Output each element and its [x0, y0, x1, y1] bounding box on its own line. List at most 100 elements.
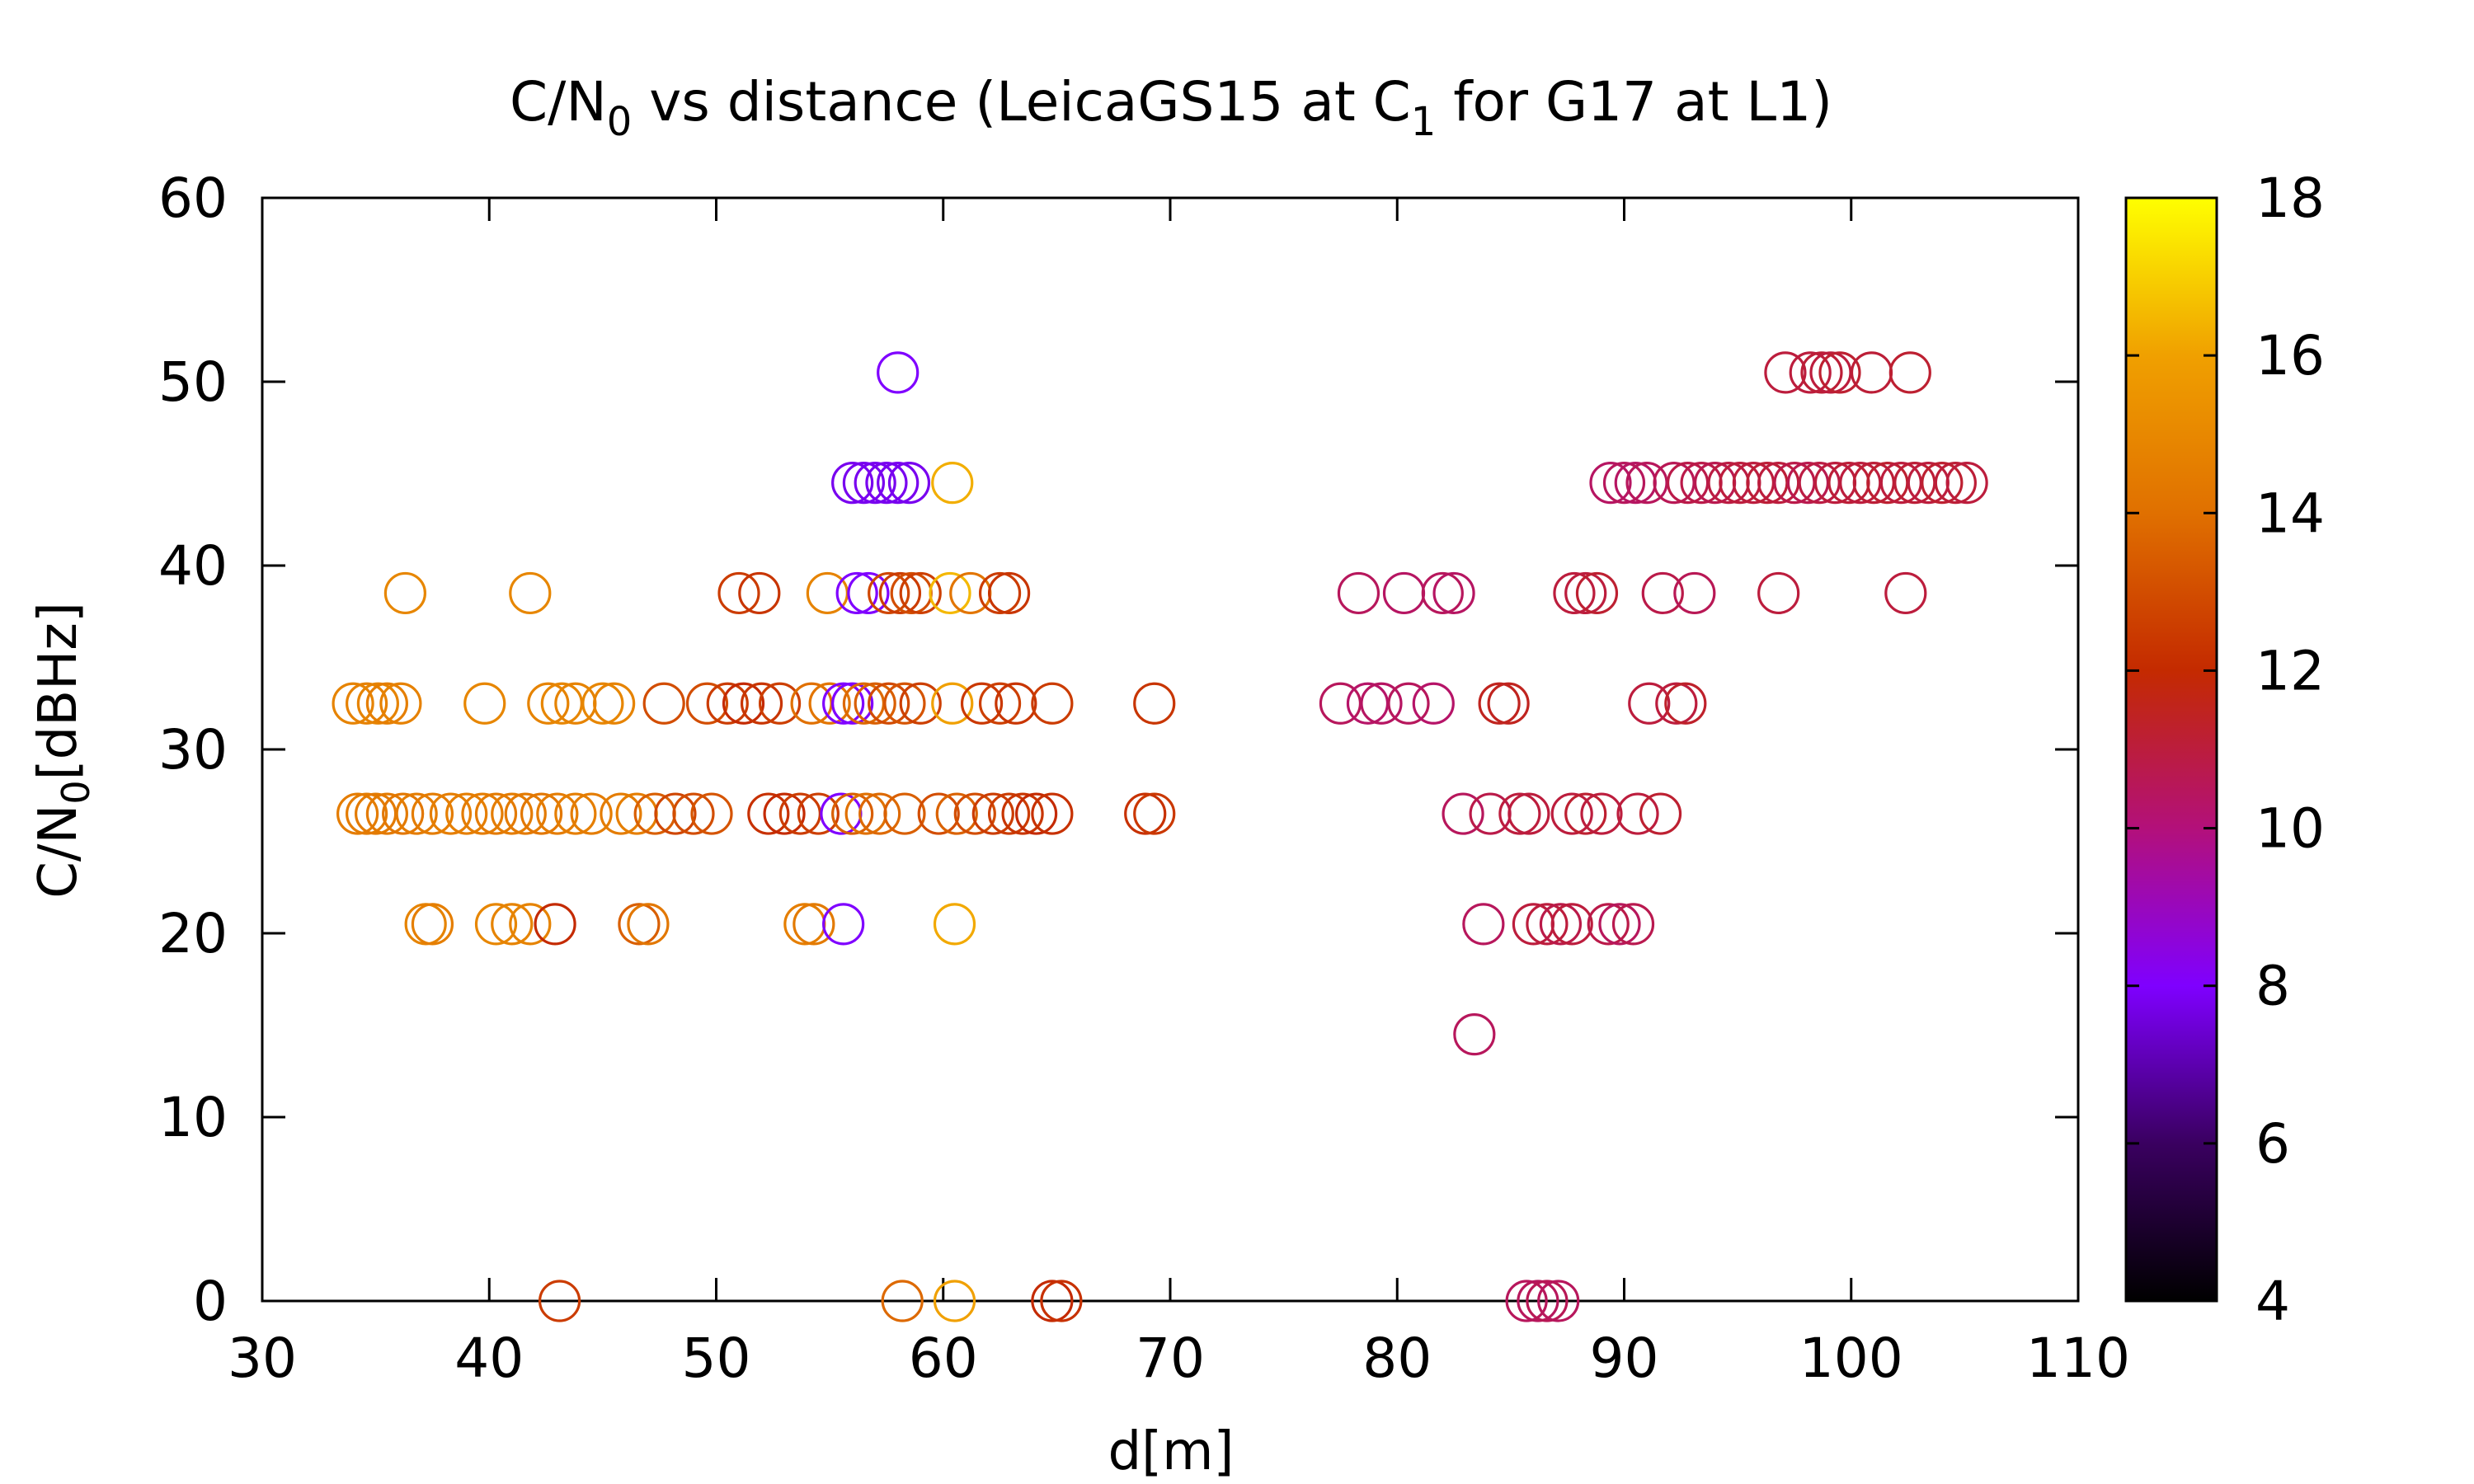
data-point	[1526, 1280, 1569, 1322]
colorbar: 4 6 8 10 12 14 16 18	[2124, 167, 2325, 1333]
colorbar-tick-label: 4	[2255, 1270, 2290, 1333]
data-point	[1133, 682, 1176, 725]
chart-title: C/N0 vs distance (LeicaGS15 at C1 for G1…	[510, 70, 1832, 145]
data-point	[445, 792, 488, 835]
data-point	[1611, 903, 1655, 946]
data-point	[1507, 792, 1550, 835]
data-point	[931, 462, 974, 505]
data-point	[474, 792, 518, 835]
y-tick-label: 50	[158, 350, 228, 414]
colorbar-tick-label: 6	[2255, 1112, 2290, 1176]
data-point	[1550, 792, 1593, 835]
data-point	[1001, 792, 1044, 835]
data-point	[600, 792, 642, 835]
data-point	[820, 792, 863, 835]
x-tick-label: 40	[454, 1327, 524, 1390]
data-point	[854, 462, 896, 505]
data-point	[887, 462, 931, 505]
data-point	[1040, 1280, 1083, 1322]
data-point	[933, 903, 976, 946]
data-point	[1478, 682, 1521, 725]
data-point	[690, 792, 733, 835]
data-point	[509, 903, 552, 946]
data-point	[474, 903, 518, 946]
y-axis-label: C/N0[dBHz]	[28, 602, 98, 899]
data-point	[783, 903, 826, 946]
data-point	[790, 682, 833, 725]
data-point	[877, 462, 920, 505]
data-point	[1015, 792, 1058, 835]
data-point	[722, 682, 765, 725]
data-point	[747, 792, 790, 835]
data-point	[854, 682, 896, 725]
data-point	[581, 682, 624, 725]
data-point	[1539, 903, 1583, 946]
data-point	[831, 462, 874, 505]
data-point	[1031, 1280, 1074, 1322]
data-point	[618, 903, 661, 946]
data-point	[527, 682, 570, 725]
data-point	[847, 571, 890, 615]
x-tick-label: 50	[682, 1327, 751, 1390]
data-point	[899, 571, 942, 615]
data-point	[1505, 1280, 1548, 1322]
data-point	[520, 792, 563, 835]
data-point	[868, 571, 910, 615]
data-point	[978, 682, 1022, 725]
data-point	[1498, 792, 1541, 835]
data-point	[346, 682, 388, 725]
data-point	[1382, 571, 1426, 615]
data-point	[1517, 1280, 1559, 1322]
y-tick-label: 40	[158, 534, 228, 598]
colorbar-tick-label: 10	[2255, 797, 2325, 861]
colorbar-gradient	[2126, 198, 2217, 1301]
data-point	[411, 903, 454, 946]
colorbar-tick-label: 12	[2255, 639, 2325, 702]
data-point	[383, 571, 427, 615]
data-point	[1664, 682, 1707, 725]
data-point	[899, 682, 942, 725]
y-axis: 0 10 20 30 40 50 60	[158, 167, 2078, 1333]
x-tick-label: 110	[2026, 1327, 2130, 1390]
data-point	[960, 682, 1004, 725]
y-tick-label: 10	[158, 1086, 228, 1149]
data-point	[1453, 1013, 1496, 1056]
data-point	[881, 1280, 924, 1322]
data-point	[883, 792, 926, 835]
data-point	[1462, 903, 1505, 946]
colorbar-tick-label: 16	[2255, 324, 2325, 387]
data-point	[1934, 462, 1977, 505]
x-tick-label: 80	[1362, 1327, 1432, 1390]
data-point	[822, 682, 865, 725]
plot-frame	[261, 196, 2080, 1303]
data-points	[332, 351, 1988, 1322]
data-point	[865, 462, 908, 505]
data-point	[1487, 682, 1530, 725]
data-point	[758, 682, 802, 725]
y-tick-label: 20	[158, 902, 228, 965]
data-point	[346, 792, 388, 835]
data-point	[1764, 351, 1807, 394]
data-point	[717, 571, 760, 615]
data-point	[808, 682, 851, 725]
data-point	[883, 682, 926, 725]
data-point	[1360, 682, 1403, 725]
data-point	[411, 792, 454, 835]
data-point	[504, 792, 547, 835]
data-point	[672, 792, 715, 835]
data-point	[1800, 351, 1843, 394]
data-point	[1537, 1280, 1580, 1322]
data-point	[356, 682, 399, 725]
x-tick-label: 100	[1799, 1327, 1903, 1390]
x-axis-label: d[m]	[1108, 1421, 1235, 1482]
data-point	[842, 462, 886, 505]
data-point	[1587, 903, 1630, 946]
data-point	[763, 792, 806, 835]
data-point	[536, 792, 579, 835]
data-point	[1673, 571, 1716, 615]
data-point	[1589, 462, 1632, 505]
colorbar-tick-label: 8	[2255, 955, 2290, 1018]
data-point	[1031, 682, 1074, 725]
data-point	[509, 571, 552, 615]
data-point	[1945, 462, 1988, 505]
